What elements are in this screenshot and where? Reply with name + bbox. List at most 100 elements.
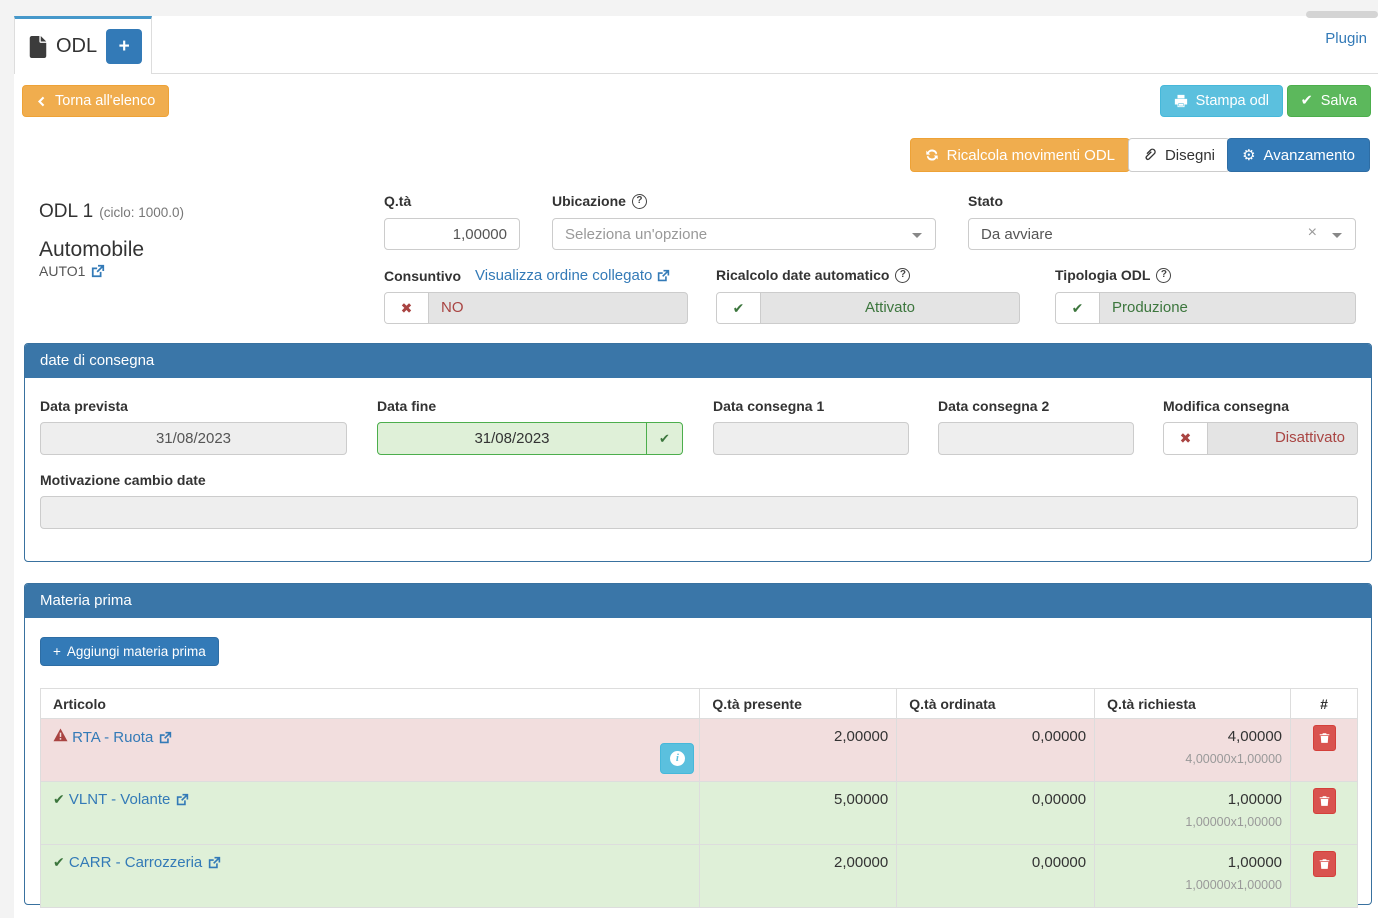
horizontal-scrollbar[interactable] xyxy=(1306,11,1378,18)
product-code-link[interactable]: AUTO1 xyxy=(39,263,105,279)
external-link-icon xyxy=(657,269,670,282)
data-consegna-1-label: Data consegna 1 xyxy=(713,398,825,414)
odl-type-toggle[interactable]: ✔ Produzione xyxy=(1055,292,1356,324)
file-icon xyxy=(29,35,47,58)
materials-panel-title: Materia prima xyxy=(25,584,1371,618)
tab-odl[interactable]: ODL + xyxy=(14,16,152,74)
delete-material-button[interactable] xyxy=(1312,788,1336,814)
paperclip-icon xyxy=(1143,148,1157,162)
data-consegna-1-input[interactable] xyxy=(713,422,909,455)
delete-material-button[interactable] xyxy=(1312,725,1336,751)
status-select[interactable]: Da avviare × xyxy=(968,218,1356,250)
col-qta-presente: Q.tà presente xyxy=(699,688,898,719)
progress-button[interactable]: ⚙ Avanzamento xyxy=(1227,138,1370,172)
article-link[interactable]: VLNT - Volante xyxy=(69,791,189,808)
qty-ordered-cell: 0,00000 xyxy=(896,781,1096,845)
modifica-consegna-label: Modifica consegna xyxy=(1163,398,1290,414)
location-select[interactable]: Seleziona un'opzione xyxy=(552,218,936,250)
material-row: ✔ VLNT - Volante 5,00000 0,00000 1,00000… xyxy=(39,781,1358,845)
plugin-link[interactable]: Plugin xyxy=(1325,30,1367,47)
status-label: Stato xyxy=(968,193,1003,209)
data-prevista-input[interactable] xyxy=(40,422,347,455)
materials-panel: Materia prima + Aggiungi materia prima A… xyxy=(24,583,1372,908)
motivazione-label: Motivazione cambio date xyxy=(40,472,206,488)
stock-info-button[interactable]: i xyxy=(660,743,695,774)
location-placeholder: Seleziona un'opzione xyxy=(565,225,708,243)
print-odl-button[interactable]: Stampa odl xyxy=(1159,85,1283,117)
order-cycle: (ciclo: 1000.0) xyxy=(99,205,185,220)
help-icon: ? xyxy=(1156,267,1172,283)
add-material-button[interactable]: + Aggiungi materia prima xyxy=(40,637,219,666)
check-icon: ✔ xyxy=(659,431,670,446)
external-link-icon xyxy=(159,731,172,744)
qty-required-cell: 1,00000 1,00000x1,00000 xyxy=(1094,781,1292,845)
data-fine-group: 31/08/2023 ✔ xyxy=(377,422,683,455)
qty-required-detail: 1,00000x1,00000 xyxy=(1185,815,1283,829)
data-consegna-2-label: Data consegna 2 xyxy=(938,398,1050,414)
motivazione-input[interactable] xyxy=(40,496,1358,529)
qty-input[interactable] xyxy=(384,218,520,250)
qty-present-cell: 5,00000 xyxy=(699,781,898,845)
chevron-left-icon xyxy=(36,95,47,108)
auto-date-recalc-label: Ricalcolo date automatico ? xyxy=(716,267,911,283)
check-icon: ✔ xyxy=(1300,92,1313,109)
tabbar-divider xyxy=(14,73,1378,74)
qty-ordered-cell: 0,00000 xyxy=(896,718,1096,782)
col-articolo: Articolo xyxy=(39,688,701,719)
left-strip xyxy=(0,16,14,918)
new-odl-button[interactable]: + xyxy=(106,29,143,64)
consuntivo-toggle[interactable]: ✖ NO xyxy=(384,292,688,324)
help-icon: ? xyxy=(895,267,911,283)
materials-table: Articolo Q.tà presente Q.tà ordinata Q.t… xyxy=(39,688,1358,908)
odl-type-label: Tipologia ODL ? xyxy=(1055,267,1172,283)
gear-icon: ⚙ xyxy=(1242,146,1256,164)
drawings-button[interactable]: Disegni xyxy=(1127,138,1230,172)
qty-present-cell: 2,00000 xyxy=(699,718,898,782)
article-link[interactable]: RTA - Ruota xyxy=(72,729,172,746)
data-fine-label: Data fine xyxy=(377,398,437,414)
data-consegna-2-input[interactable] xyxy=(938,422,1134,455)
article-link[interactable]: CARR - Carrozzeria xyxy=(69,854,221,871)
cross-icon: ✖ xyxy=(385,293,429,323)
data-fine-input[interactable]: 31/08/2023 xyxy=(474,430,550,447)
data-prevista-label: Data prevista xyxy=(40,398,128,414)
confirm-date-button[interactable]: ✔ xyxy=(646,423,682,454)
check-icon: ✔ xyxy=(53,854,65,870)
linked-order-link[interactable]: Visualizza ordine collegato xyxy=(475,267,670,284)
modifica-consegna-toggle[interactable]: ✖ Disattivato xyxy=(1163,422,1358,455)
qty-ordered-cell: 0,00000 xyxy=(896,844,1096,908)
external-link-icon xyxy=(91,264,105,278)
product-name: Automobile xyxy=(39,238,145,261)
material-row: ✔ CARR - Carrozzeria 2,00000 0,00000 1,0… xyxy=(39,844,1358,908)
qty-required-cell: 4,00000 4,00000x1,00000 xyxy=(1094,718,1292,782)
order-title: ODL 1 (ciclo: 1000.0) xyxy=(39,201,185,222)
auto-date-recalc-toggle[interactable]: ✔ Attivato xyxy=(716,292,1020,324)
plus-icon: + xyxy=(53,643,61,659)
top-strip xyxy=(0,0,1378,16)
warning-icon xyxy=(53,728,68,742)
clear-status-icon[interactable]: × xyxy=(1307,224,1317,241)
table-header-row: Articolo Q.tà presente Q.tà ordinata Q.t… xyxy=(39,688,1358,719)
qty-required-cell: 1,00000 1,00000x1,00000 xyxy=(1094,844,1292,908)
check-icon: ✔ xyxy=(53,791,65,807)
col-qta-richiesta: Q.tà richiesta xyxy=(1094,688,1292,719)
back-to-list-button[interactable]: Torna all'elenco xyxy=(22,85,170,117)
location-label: Ubicazione ? xyxy=(552,193,647,209)
col-qta-ordinata: Q.tà ordinata xyxy=(896,688,1096,719)
info-icon: i xyxy=(669,751,685,766)
save-button[interactable]: ✔ Salva xyxy=(1286,85,1371,117)
cross-icon: ✖ xyxy=(1164,423,1208,454)
delete-material-button[interactable] xyxy=(1312,851,1336,877)
check-icon: ✔ xyxy=(717,293,761,323)
printer-icon xyxy=(1174,94,1188,108)
external-link-icon xyxy=(176,793,189,806)
consuntivo-label: Consuntivo Visualizza ordine collegato xyxy=(384,267,670,284)
qty-required-detail: 4,00000x1,00000 xyxy=(1185,752,1283,766)
help-icon: ? xyxy=(631,193,647,209)
dates-panel: date di consegna Data prevista Data fine… xyxy=(24,343,1372,562)
recalc-movements-button[interactable]: Ricalcola movimenti ODL xyxy=(909,138,1130,172)
refresh-icon xyxy=(925,148,939,162)
material-row: ✔ RTA - Ruota i 2,00000 0,00000 xyxy=(39,718,1358,782)
chevron-down-icon xyxy=(912,233,922,238)
